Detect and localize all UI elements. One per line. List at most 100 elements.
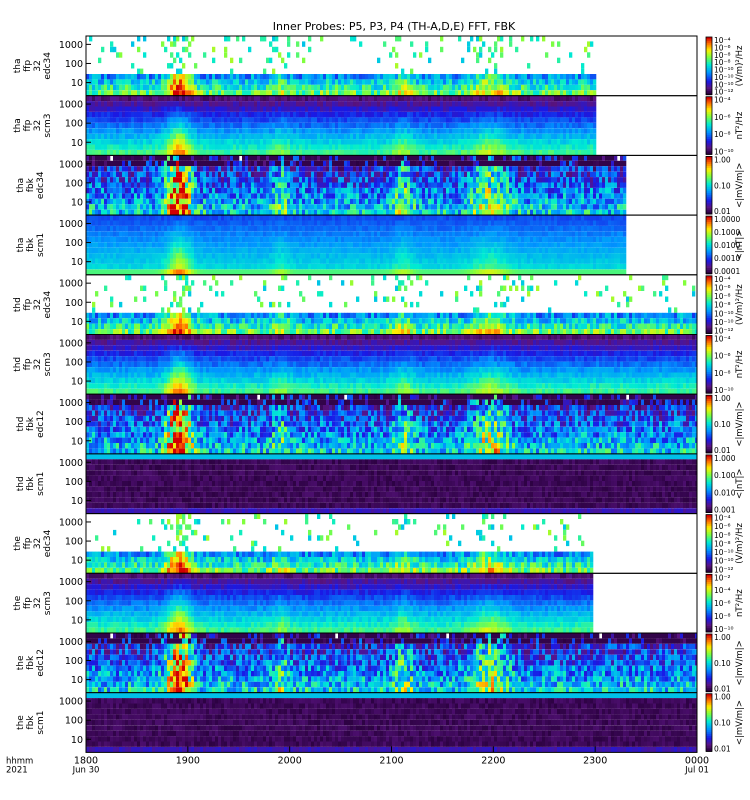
panel-ylabel: edc12 <box>36 410 46 438</box>
colorbar-tick-label: 10⁻¹⁰ <box>714 548 734 557</box>
colorbar-tick-label: 0.10 <box>714 420 731 429</box>
panel-ylabel: scm1 <box>36 472 46 496</box>
colorbar-label: nT²/Hz <box>735 350 745 378</box>
panel-ylabel: thd <box>16 417 26 432</box>
panel-12-colorbar <box>705 693 713 752</box>
panel-ylabel: the <box>13 595 23 610</box>
colorbar-label: <|mV/m|> <box>735 401 745 446</box>
panel-2: 10 100 1000 tha ffp 32 scm3 10⁻¹⁰ 10⁻⁸ 10⁻⁶ 10⁻⁴ nT… <box>13 95 745 156</box>
y-tick-label: 100 <box>65 178 83 189</box>
panel-ylabel: edc34 <box>36 171 46 199</box>
panel-ylabel: thd <box>16 476 26 491</box>
panel-4-colorbar <box>705 215 713 275</box>
panel-11-colorbar <box>705 633 713 693</box>
x-tick-label: 2300 <box>583 755 607 766</box>
x-axis-label: 2021 <box>6 765 28 775</box>
colorbar-tick-label: 10⁻⁶ <box>714 43 731 52</box>
chart-title: Inner Probes: P5, P3, P4 (TH-A,D,E) FFT,… <box>273 20 516 33</box>
colorbar-tick-label: 1.0000 <box>714 215 740 224</box>
panel-10-spectrogram <box>86 573 594 633</box>
panel-ylabel: ffp <box>23 537 33 549</box>
y-tick-label: 100 <box>65 716 83 727</box>
panel-3-colorbar <box>705 155 713 215</box>
y-tick-label: 100 <box>65 417 83 428</box>
y-tick-label: 1000 <box>59 40 83 51</box>
colorbar-tick-label: 0.01 <box>714 446 731 455</box>
y-tick-label: 1000 <box>59 517 83 528</box>
colorbar-tick-label: 10⁻¹⁰ <box>714 80 734 89</box>
panel-ylabel: 32 <box>33 60 43 71</box>
y-tick-label: 10 <box>71 496 83 507</box>
colorbar-label: nT²/Hz <box>735 589 745 617</box>
panel-ylabel: 32 <box>33 597 43 608</box>
panel-ylabel: tha <box>13 118 23 133</box>
y-tick-label: 1000 <box>59 637 83 648</box>
y-tick-label: 100 <box>65 59 83 70</box>
colorbar-label: <|mV/m|> <box>735 163 745 208</box>
colorbar-tick-label: 10⁻⁸ <box>714 539 731 548</box>
colorbar-tick-label: 10⁻⁴ <box>714 36 731 45</box>
colorbar-label: <|mV/m|> <box>735 640 745 685</box>
y-tick-label: 10 <box>71 556 83 567</box>
colorbar-tick-label: 10⁻¹⁰ <box>714 66 734 75</box>
colorbar-label: <|nT|> <box>735 230 745 261</box>
x-tick-date: Jul 01 <box>684 765 709 775</box>
colorbar-tick-label: 0.0001 <box>714 267 740 276</box>
x-tick-label: 2100 <box>379 755 403 766</box>
panel-ylabel: scm1 <box>36 233 46 257</box>
x-tick-label: 0000 <box>685 755 709 766</box>
colorbar-tick-label: 10⁻¹⁰ <box>714 309 734 318</box>
y-tick-label: 1000 <box>59 398 83 409</box>
panel-3: 10 100 1000 tha fbk edc34 0.01 0.10 1.00 <|mV/m|> <box>16 154 745 216</box>
panel-ylabel: scm3 <box>43 113 53 137</box>
panel-ylabel: thd <box>13 297 23 312</box>
panel-ylabel: edc34 <box>43 291 53 319</box>
colorbar-tick-label: 10⁻⁸ <box>714 130 731 139</box>
panel-2-spectrogram <box>86 95 597 156</box>
panel-ylabel: 32 <box>33 538 43 549</box>
y-tick-label: 10 <box>71 257 83 268</box>
colorbar-label: <|nT|> <box>735 468 745 499</box>
panel-9-colorbar <box>705 514 713 573</box>
y-tick-label: 10 <box>71 317 83 328</box>
colorbar-tick-label: 10⁻⁶ <box>714 283 731 292</box>
y-tick-label: 1000 <box>59 697 83 708</box>
y-tick-label: 1000 <box>59 159 83 170</box>
panel-ylabel: tha <box>16 178 26 193</box>
panel-7-spectrogram <box>86 394 697 454</box>
panel-ylabel: tha <box>13 58 23 73</box>
colorbar-tick-label: 10⁻⁶ <box>714 113 731 122</box>
x-tick-label: 2000 <box>278 755 302 766</box>
panel-5-colorbar <box>705 275 713 334</box>
colorbar-tick-label: 0.0010 <box>714 254 740 263</box>
y-tick-label: 100 <box>65 477 83 488</box>
panel-6: 10 100 1000 thd ffp 32 scm3 10⁻¹⁰ 10⁻⁸ 10⁻⁶ 10⁻⁴ nT… <box>13 334 745 395</box>
colorbar-tick-label: 10⁻⁴ <box>714 586 731 595</box>
panel-6-spectrogram <box>86 334 697 395</box>
panel-10: 10 100 1000 the ffp 32 scm3 10⁻¹⁰ 10⁻⁸ 10⁻⁶ 10⁻⁴ 10… <box>13 572 745 634</box>
panel-7-colorbar <box>705 394 713 454</box>
panel-9-spectrogram <box>86 513 594 574</box>
colorbar-tick-label: 0.100 <box>714 471 736 480</box>
panel-ylabel: edc34 <box>43 529 53 557</box>
colorbar-label: (V/m)²/Hz <box>735 45 745 86</box>
panel-11: 10 100 1000 the fbk edc12 0.01 0.10 1.00 <|mV/m|> <box>16 632 745 694</box>
panel-8-spectrogram <box>86 453 697 514</box>
panel-8-colorbar <box>705 454 713 513</box>
y-tick-label: 10 <box>71 675 83 686</box>
y-tick-label: 100 <box>65 596 83 607</box>
panel-ylabel: fbk <box>26 416 36 431</box>
colorbar-label: nT²/Hz <box>735 111 745 139</box>
colorbar-tick-label: 10⁻¹² <box>714 88 734 97</box>
y-tick-label: 10 <box>71 436 83 447</box>
y-tick-label: 10 <box>71 197 83 208</box>
y-tick-label: 1000 <box>59 338 83 349</box>
panel-11-spectrogram <box>86 633 697 693</box>
panel-7: 10 100 1000 thd fbk edc12 0.01 0.10 1.00 <|mV/m|> <box>16 393 745 455</box>
panel-ylabel: fbk <box>26 237 36 252</box>
y-tick-label: 1000 <box>59 458 83 469</box>
panel-ylabel: 32 <box>33 359 43 370</box>
